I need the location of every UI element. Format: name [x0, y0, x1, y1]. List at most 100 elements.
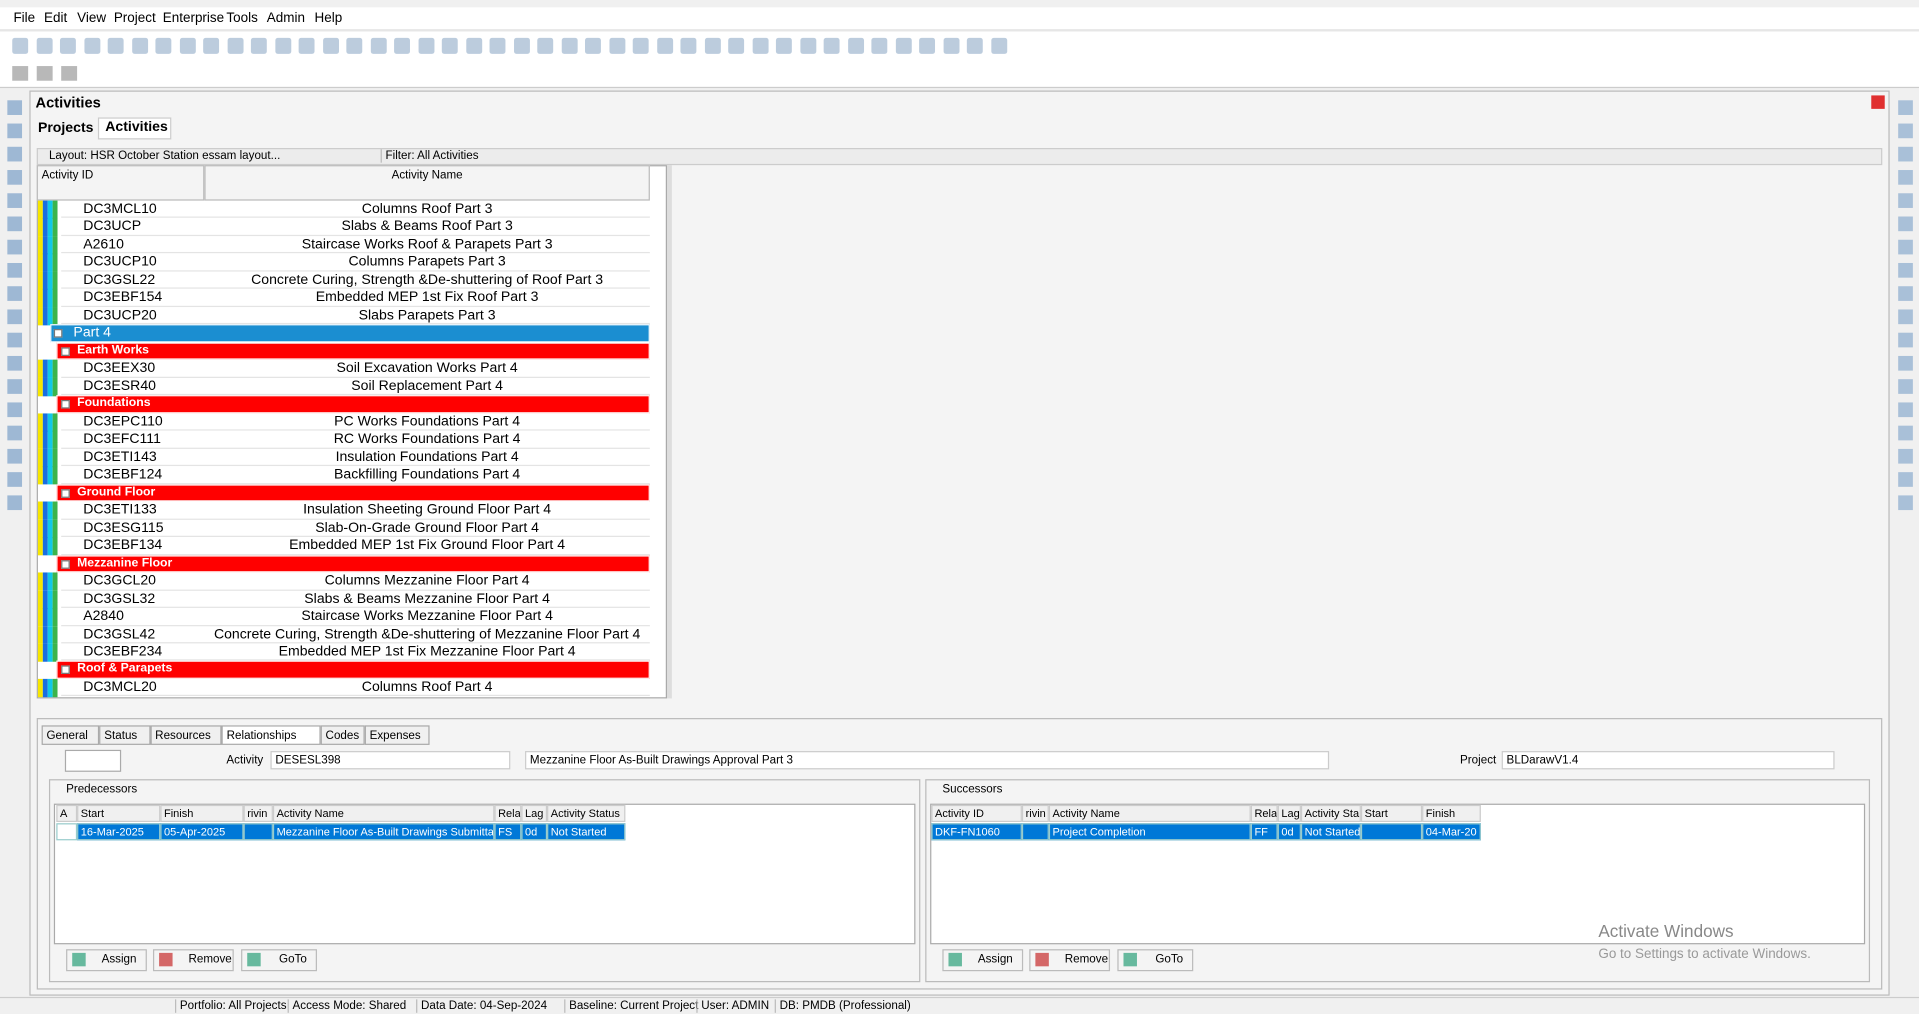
- field[interactable]: DESESL398: [270, 751, 511, 770]
- sidebar-icon[interactable]: [1898, 100, 1913, 115]
- toolbar-icon[interactable]: [12, 66, 29, 81]
- toolbar-icon[interactable]: [274, 37, 291, 54]
- toolbar-icon[interactable]: [203, 37, 220, 54]
- toolbar-icon[interactable]: [465, 37, 482, 54]
- toolbar-icon[interactable]: [346, 37, 363, 54]
- grid-header[interactable]: Start: [1360, 804, 1423, 822]
- toolbar-icon[interactable]: [847, 37, 864, 54]
- grid-cell[interactable]: 0d: [521, 823, 548, 841]
- toolbar-icon[interactable]: [370, 37, 387, 54]
- sidebar-icon[interactable]: [7, 448, 23, 464]
- toolbar-icon[interactable]: [489, 37, 506, 54]
- toolbar-icon[interactable]: [728, 37, 745, 54]
- field[interactable]: Mezzanine Floor As-Built Drawings Approv…: [525, 751, 1330, 770]
- grid-cell[interactable]: Not Started: [547, 823, 626, 841]
- grid-header[interactable]: rivin: [1021, 804, 1049, 822]
- toolbar-icon[interactable]: [919, 37, 936, 54]
- toolbar-icon[interactable]: [632, 37, 649, 54]
- sidebar-icon[interactable]: [7, 216, 23, 232]
- toolbar-icon[interactable]: [775, 37, 792, 54]
- button[interactable]: Assign: [66, 949, 147, 972]
- sidebar-icon[interactable]: [7, 472, 23, 487]
- sidebar-icon[interactable]: [1898, 448, 1913, 464]
- toolbar-icon[interactable]: [83, 37, 100, 54]
- sidebar-icon[interactable]: [1898, 332, 1913, 348]
- toolbar-icon[interactable]: [155, 37, 172, 54]
- grid-cell[interactable]: [1360, 823, 1423, 841]
- grid-cell[interactable]: [56, 823, 78, 841]
- expand-toggle[interactable]: [61, 559, 70, 569]
- grid-cell[interactable]: 0d: [1277, 823, 1301, 841]
- sidebar-icon[interactable]: [1898, 402, 1913, 418]
- grid-header[interactable]: Activity Sta: [1300, 804, 1361, 822]
- tab[interactable]: Resources: [150, 725, 222, 745]
- sidebar-icon[interactable]: [1898, 239, 1913, 255]
- toolbar-icon[interactable]: [561, 37, 578, 54]
- menu-item[interactable]: Edit: [44, 11, 68, 26]
- grid-header[interactable]: Rela: [494, 804, 522, 822]
- toolbar-icon[interactable]: [441, 37, 458, 54]
- grid-cell[interactable]: Mezzanine Floor As-Built Drawings Submit…: [272, 823, 495, 841]
- sidebar-icon[interactable]: [7, 425, 23, 441]
- sidebar-icon[interactable]: [7, 355, 23, 371]
- sidebar-icon[interactable]: [7, 170, 23, 185]
- toolbar-icon[interactable]: [250, 37, 267, 54]
- sidebar-icon[interactable]: [1898, 123, 1913, 139]
- sidebar-icon[interactable]: [1898, 170, 1913, 185]
- toolbar-icon[interactable]: [704, 37, 721, 54]
- field[interactable]: BLDarawV1.4: [1501, 751, 1835, 770]
- sidebar-icon[interactable]: [7, 332, 23, 348]
- expand-toggle[interactable]: [53, 329, 63, 339]
- grid-cell[interactable]: FS: [494, 823, 522, 841]
- grid-cell[interactable]: 05-Apr-2025: [160, 823, 244, 841]
- toolbar-icon[interactable]: [227, 37, 243, 54]
- toolbar-icon[interactable]: [799, 37, 816, 54]
- grid-cell[interactable]: Project Completion: [1048, 823, 1251, 841]
- grid-cell[interactable]: DKF-FN1060: [931, 823, 1022, 841]
- tab-active[interactable]: Relationships: [221, 725, 321, 745]
- menu-item[interactable]: Project: [113, 11, 156, 26]
- toolbar-icon[interactable]: [322, 37, 339, 54]
- tab[interactable]: Codes: [320, 725, 365, 745]
- expand-toggle[interactable]: [61, 488, 70, 498]
- grid-cell[interactable]: FF: [1250, 823, 1278, 841]
- sidebar-icon[interactable]: [1898, 146, 1913, 162]
- toolbar-icon[interactable]: [656, 37, 673, 54]
- toolbar-icon[interactable]: [871, 37, 888, 54]
- expand-toggle[interactable]: [61, 400, 70, 409]
- sidebar-icon[interactable]: [1898, 309, 1913, 325]
- tab[interactable]: Projects: [37, 121, 94, 136]
- toolbar-icon[interactable]: [513, 37, 530, 54]
- expand-toggle[interactable]: [61, 665, 70, 675]
- menu-item[interactable]: Admin: [266, 11, 305, 26]
- sidebar-icon[interactable]: [7, 262, 23, 278]
- toolbar-icon[interactable]: [417, 37, 434, 54]
- grid-header[interactable]: Start: [77, 804, 161, 822]
- toolbar-icon[interactable]: [61, 66, 78, 81]
- toolbar-icon[interactable]: [107, 37, 124, 54]
- toolbar-icon[interactable]: [179, 37, 196, 54]
- menu-item[interactable]: Tools: [226, 11, 258, 26]
- toolbar-icon[interactable]: [823, 37, 840, 54]
- toolbar-icon[interactable]: [895, 37, 912, 54]
- toolbar-icon[interactable]: [680, 37, 697, 54]
- grid-header[interactable]: Lag: [521, 804, 548, 822]
- menu-item[interactable]: Help: [314, 11, 343, 26]
- grid-header[interactable]: Activity Name: [1048, 804, 1251, 822]
- sidebar-icon[interactable]: [7, 309, 23, 325]
- grid-header[interactable]: rivin: [243, 804, 273, 822]
- sidebar-icon[interactable]: [7, 100, 23, 115]
- button[interactable]: Remove: [152, 949, 234, 972]
- sidebar-icon[interactable]: [1898, 495, 1913, 511]
- column-header[interactable]: Activity ID: [36, 165, 205, 201]
- menu-item[interactable]: View: [77, 11, 107, 26]
- sidebar-icon[interactable]: [1898, 355, 1913, 371]
- sidebar-icon[interactable]: [7, 402, 23, 418]
- grid-header[interactable]: Finish: [160, 804, 244, 822]
- toolbar-icon[interactable]: [59, 37, 76, 54]
- sidebar-icon[interactable]: [1898, 216, 1913, 232]
- menu-item[interactable]: Enterprise: [162, 11, 225, 26]
- tab[interactable]: General: [41, 725, 100, 745]
- sidebar-icon[interactable]: [1898, 425, 1913, 441]
- button[interactable]: Assign: [942, 949, 1024, 972]
